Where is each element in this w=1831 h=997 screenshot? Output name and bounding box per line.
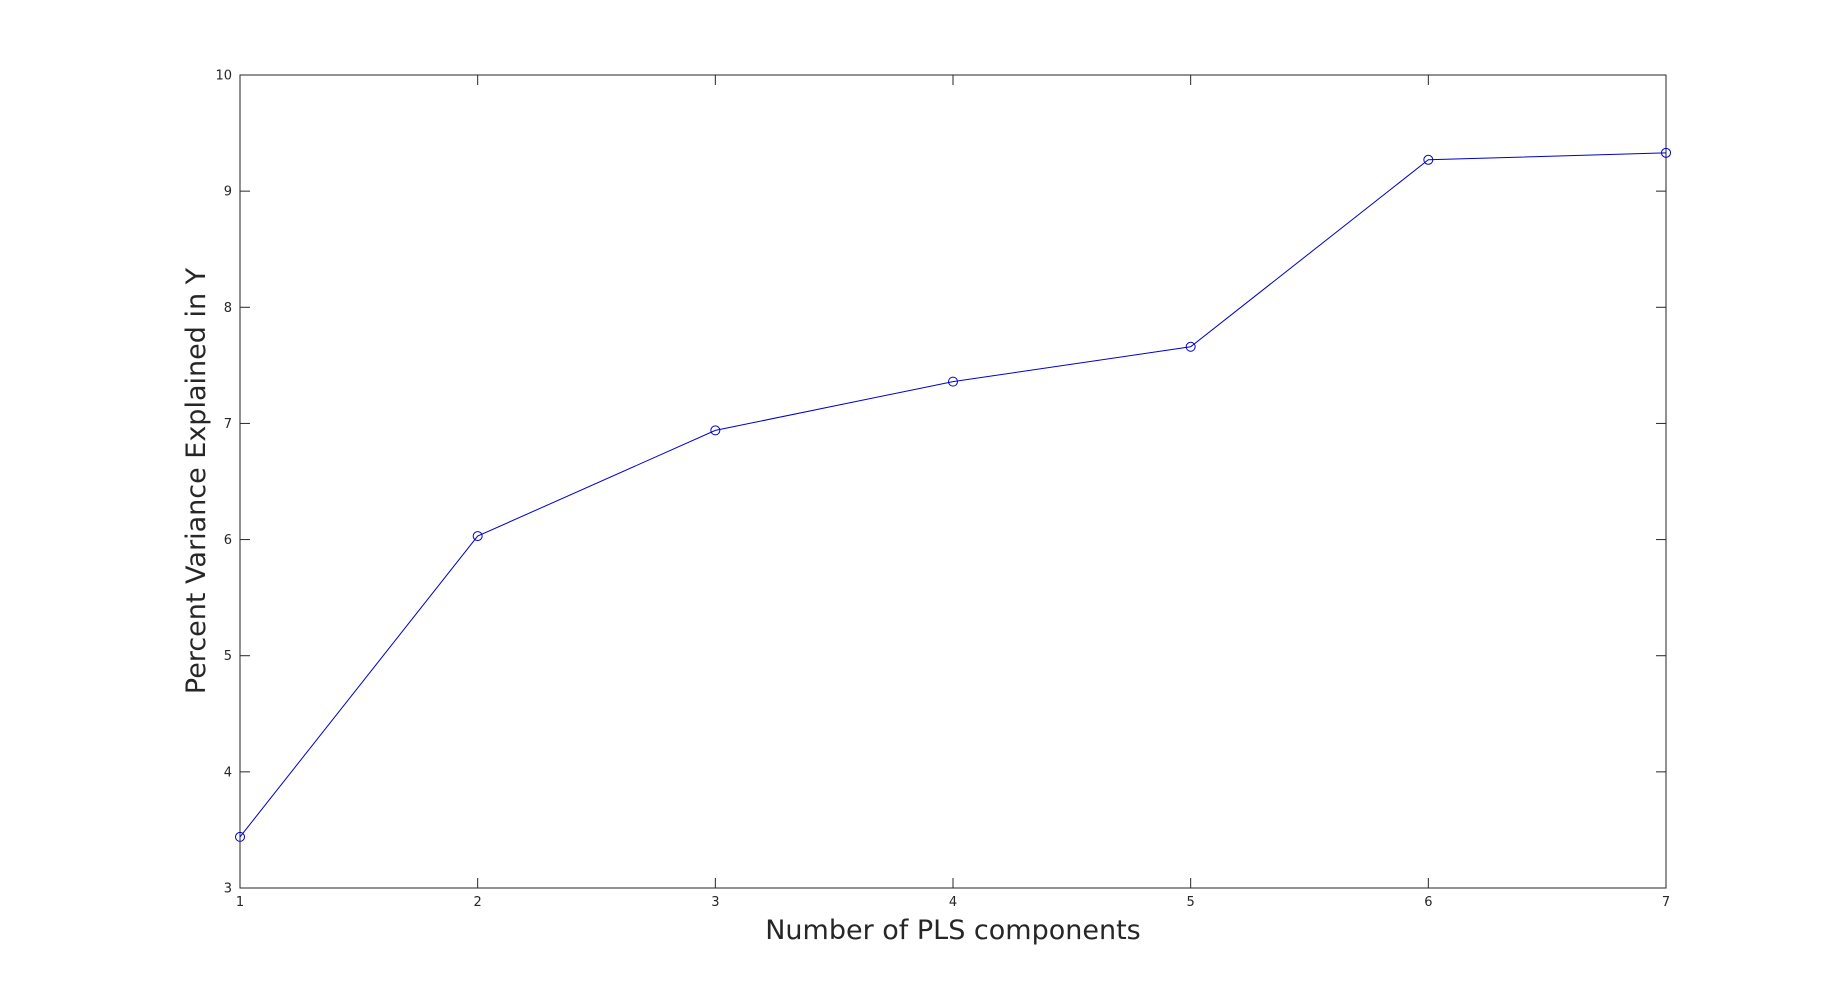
x-tick-label: 7 <box>1662 895 1670 910</box>
x-axis-label: Number of PLS components <box>765 915 1141 946</box>
x-tick-label: 2 <box>474 895 482 910</box>
data-point-marker <box>1185 341 1196 352</box>
y-tick-label: 5 <box>224 649 232 664</box>
y-tick-label: 9 <box>224 185 232 200</box>
data-point-marker <box>948 376 958 387</box>
x-tick-label: 1 <box>236 895 244 910</box>
x-tick-label: 5 <box>1187 895 1195 910</box>
data-point-marker <box>1661 147 1671 158</box>
y-tick-label: 4 <box>224 765 232 780</box>
data-point-marker <box>710 425 721 436</box>
data-point-marker <box>1423 154 1434 165</box>
y-axis-ticks: 3 4 5 6 7 8 9 10 <box>215 69 1666 897</box>
y-tick-label: 3 <box>224 882 232 897</box>
y-tick-label: 6 <box>224 533 232 548</box>
series-layer <box>235 147 1671 842</box>
y-axis-label: Percent Variance Explained in Y <box>181 267 212 694</box>
x-tick-label: 3 <box>711 895 719 910</box>
y-tick-label: 10 <box>215 69 232 84</box>
x-tick-label: 6 <box>1424 895 1432 910</box>
x-axis-ticks: 1 2 3 4 5 6 7 <box>236 75 1670 910</box>
data-point-marker <box>235 831 245 842</box>
series-line <box>239 152 1667 838</box>
y-tick-label: 7 <box>224 417 232 432</box>
plot-area <box>239 74 1667 889</box>
y-tick-label: 8 <box>224 301 232 316</box>
data-point-marker <box>472 531 483 542</box>
x-tick-label: 4 <box>949 895 957 910</box>
